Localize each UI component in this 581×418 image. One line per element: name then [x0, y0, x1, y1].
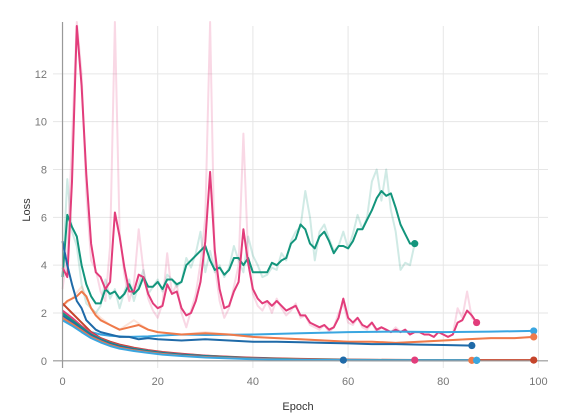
raw-series-layer: [61, 21, 534, 344]
series-line-4: [61, 241, 472, 347]
series-end-point-0: [411, 240, 419, 248]
y-axis-label: Loss: [21, 198, 33, 222]
series-line-3: [61, 290, 534, 344]
x-tick-label: 80: [437, 376, 449, 388]
y-tick-label: 0: [41, 356, 47, 368]
series-raw-line-0: [61, 168, 416, 314]
y-tick-label: 12: [35, 69, 47, 81]
grid: 0 20 40 60 80 100 0 2 4 6 8 10 12: [35, 26, 548, 388]
series-end-point-3: [530, 333, 538, 341]
series-end-point-6: [411, 356, 419, 364]
smoothed-series-layer: [61, 25, 534, 362]
x-tick-label: 20: [152, 376, 164, 388]
x-axis-label: Epoch: [282, 401, 313, 413]
series-end-point-10: [473, 356, 481, 364]
series-end-point-5: [530, 356, 538, 364]
y-tick-label: 8: [41, 164, 47, 176]
y-tick-label: 10: [35, 117, 47, 129]
y-tick-label: 6: [41, 212, 47, 224]
y-tick-label: 2: [41, 308, 47, 320]
series-end-markers: [339, 240, 538, 364]
series-line-2: [62, 319, 534, 338]
series-end-point-8: [339, 356, 347, 364]
series-end-point-1: [473, 318, 481, 327]
series-line-0: [61, 190, 415, 305]
series-end-point-4: [468, 341, 476, 350]
series-end-point-2: [530, 327, 538, 335]
y-tick-label: 4: [41, 260, 47, 272]
x-tick-label: 100: [529, 376, 547, 388]
x-tick-label: 60: [342, 376, 354, 388]
series-line-9: [61, 316, 472, 362]
x-tick-label: 40: [247, 376, 259, 388]
x-tick-label: 0: [59, 376, 65, 388]
axes: [53, 22, 548, 368]
